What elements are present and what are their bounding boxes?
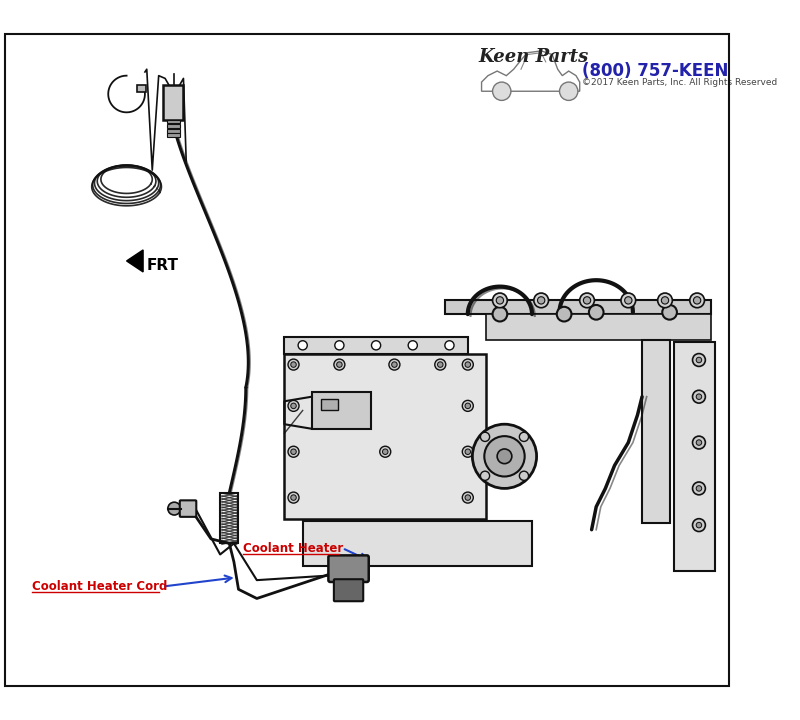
- Circle shape: [290, 362, 296, 367]
- Circle shape: [696, 440, 702, 445]
- Bar: [486, 314, 711, 340]
- Bar: [137, 85, 146, 92]
- Text: FRT: FRT: [146, 258, 178, 273]
- Circle shape: [288, 359, 299, 370]
- Circle shape: [693, 482, 706, 495]
- Circle shape: [481, 432, 490, 441]
- Bar: [302, 521, 532, 567]
- Circle shape: [696, 486, 702, 491]
- Circle shape: [472, 424, 537, 488]
- Circle shape: [288, 400, 299, 411]
- Circle shape: [696, 357, 702, 363]
- Circle shape: [693, 518, 706, 531]
- Circle shape: [493, 307, 507, 321]
- Circle shape: [662, 297, 669, 304]
- Circle shape: [694, 297, 701, 304]
- Bar: [642, 340, 670, 523]
- Bar: [167, 125, 180, 128]
- Circle shape: [465, 403, 470, 409]
- Circle shape: [465, 362, 470, 367]
- Circle shape: [462, 492, 474, 503]
- Polygon shape: [126, 250, 143, 272]
- Bar: [321, 400, 338, 410]
- Bar: [167, 133, 180, 137]
- Circle shape: [382, 449, 388, 454]
- FancyBboxPatch shape: [328, 555, 369, 582]
- FancyBboxPatch shape: [334, 579, 363, 601]
- Circle shape: [334, 341, 344, 350]
- Circle shape: [559, 82, 578, 100]
- Bar: [445, 300, 711, 314]
- Circle shape: [589, 305, 603, 320]
- Circle shape: [290, 449, 296, 454]
- Circle shape: [298, 341, 307, 350]
- Circle shape: [481, 471, 490, 480]
- Circle shape: [445, 341, 454, 350]
- Circle shape: [168, 502, 181, 515]
- Circle shape: [484, 436, 525, 477]
- Circle shape: [380, 446, 390, 457]
- Circle shape: [693, 436, 706, 449]
- Bar: [674, 342, 715, 571]
- Bar: [312, 392, 371, 429]
- Circle shape: [690, 293, 705, 307]
- Circle shape: [696, 394, 702, 400]
- Circle shape: [493, 293, 507, 307]
- Circle shape: [580, 293, 594, 307]
- Circle shape: [519, 432, 529, 441]
- Circle shape: [693, 390, 706, 403]
- Circle shape: [519, 471, 529, 480]
- Circle shape: [465, 449, 470, 454]
- Circle shape: [557, 307, 571, 321]
- Text: Coolant Heater: Coolant Heater: [243, 541, 343, 554]
- Circle shape: [462, 446, 474, 457]
- Bar: [167, 129, 180, 132]
- Circle shape: [465, 495, 470, 500]
- Circle shape: [438, 362, 443, 367]
- Text: (800) 757-KEEN: (800) 757-KEEN: [582, 62, 729, 80]
- Circle shape: [337, 362, 342, 367]
- Circle shape: [371, 341, 381, 350]
- Circle shape: [462, 359, 474, 370]
- Bar: [167, 120, 180, 123]
- Circle shape: [693, 354, 706, 366]
- Circle shape: [288, 446, 299, 457]
- Bar: [284, 337, 468, 354]
- Text: ©2017 Keen Parts, Inc. All Rights Reserved: ©2017 Keen Parts, Inc. All Rights Reserv…: [582, 78, 778, 87]
- Circle shape: [290, 495, 296, 500]
- Circle shape: [662, 305, 677, 320]
- Circle shape: [493, 82, 511, 100]
- Text: Keen Parts: Keen Parts: [479, 48, 589, 66]
- Circle shape: [625, 297, 632, 304]
- Circle shape: [534, 293, 549, 307]
- Circle shape: [290, 403, 296, 409]
- Circle shape: [696, 522, 702, 528]
- Bar: [284, 354, 486, 518]
- Circle shape: [392, 362, 397, 367]
- Circle shape: [497, 449, 512, 464]
- Circle shape: [288, 492, 299, 503]
- Circle shape: [408, 341, 418, 350]
- Bar: [220, 493, 238, 544]
- Bar: [163, 85, 183, 120]
- Circle shape: [334, 359, 345, 370]
- Circle shape: [583, 297, 590, 304]
- Text: Coolant Heater Cord: Coolant Heater Cord: [32, 580, 167, 593]
- Circle shape: [496, 297, 503, 304]
- Circle shape: [538, 297, 545, 304]
- Circle shape: [434, 359, 446, 370]
- Circle shape: [621, 293, 636, 307]
- Circle shape: [462, 400, 474, 411]
- Circle shape: [658, 293, 672, 307]
- FancyBboxPatch shape: [180, 500, 196, 517]
- Circle shape: [389, 359, 400, 370]
